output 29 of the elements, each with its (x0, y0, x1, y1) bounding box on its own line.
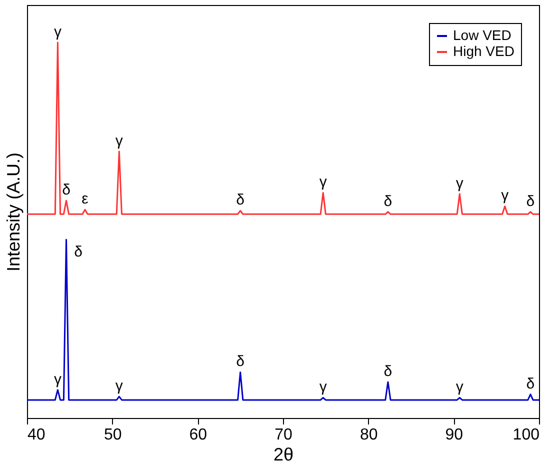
legend-label: Low VED (453, 27, 512, 43)
annotation: δ (526, 375, 535, 392)
x-tick-label: 90 (445, 426, 464, 444)
annotation: γ (319, 174, 328, 191)
legend-label: High VED (453, 43, 514, 59)
x-tick-label: 50 (104, 426, 122, 444)
x-tick-label: 100 (512, 426, 540, 444)
annotation: δ (62, 182, 70, 199)
annotation: γ (115, 132, 124, 150)
x-axis-title: 2θ (273, 444, 294, 464)
annotation: γ (456, 174, 464, 192)
x-tick-label: 40 (28, 426, 46, 444)
annotation: δ (74, 244, 82, 261)
annotation: δ (384, 192, 392, 210)
annotation: γ (54, 370, 62, 388)
annotation: γ (54, 24, 62, 41)
annotation: δ (236, 192, 245, 209)
x-tick-label: 70 (274, 426, 292, 444)
annotation: δ (236, 353, 245, 370)
x-tick-label: 60 (189, 426, 208, 444)
annotation: γ (115, 378, 124, 395)
annotation: ε (82, 190, 89, 208)
annotation: δ (526, 192, 535, 210)
annotation: γ (501, 187, 510, 204)
annotation: γ (456, 378, 464, 396)
annotation: δ (384, 362, 392, 380)
annotation: γ (319, 378, 328, 396)
x-tick-label: 80 (360, 426, 378, 444)
y-axis-title: Intensity (A.U.) (4, 152, 24, 272)
